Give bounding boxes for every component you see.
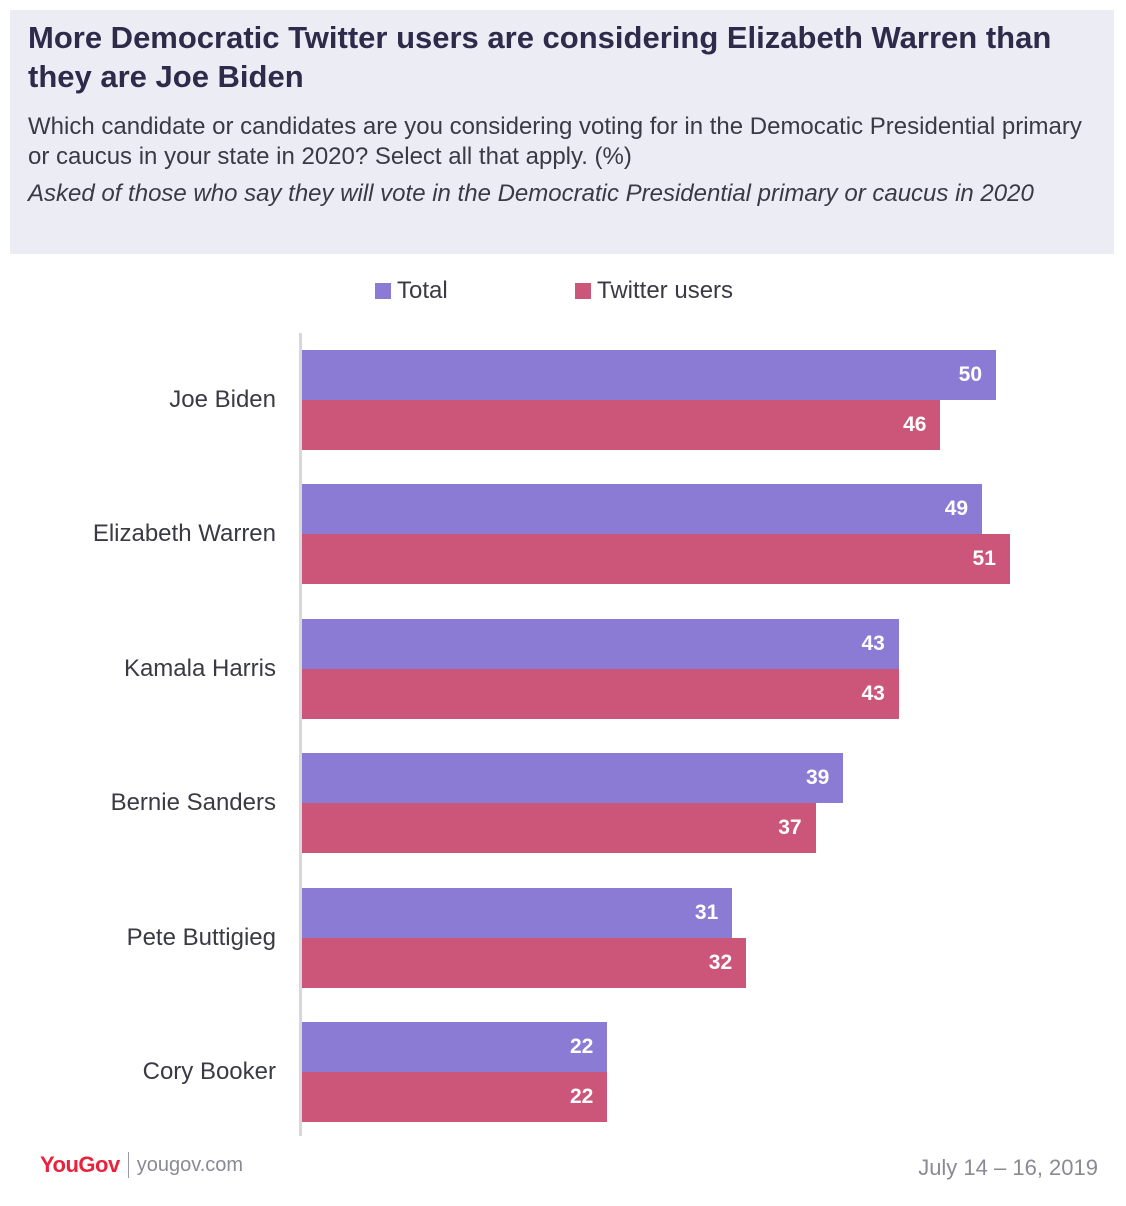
bar-total: 49: [302, 484, 983, 535]
data-label: 22: [570, 1035, 594, 1058]
data-label: 31: [694, 900, 719, 924]
data-label: 50: [958, 363, 982, 386]
survey-date: July 14 – 16, 2019: [918, 1155, 1098, 1180]
y-axis-line: [299, 333, 302, 1136]
data-label: 46: [903, 413, 927, 436]
category-label: Elizabeth Warren: [92, 520, 276, 548]
chart-title: More Democratic Twitter users are consid…: [28, 20, 1052, 94]
data-label: 32: [708, 950, 733, 974]
data-label: 43: [861, 631, 885, 655]
bar-twitter-users: 37: [302, 803, 816, 854]
data-label: 37: [778, 816, 802, 840]
brand-divider: [127, 1152, 129, 1178]
bar-total: 22: [302, 1022, 608, 1072]
chart-note: Asked of those who say they will vote in…: [28, 180, 1034, 207]
category-label: Bernie Sanders: [110, 789, 276, 817]
legend-label-total: Total: [397, 277, 448, 304]
bar-total: 50: [302, 350, 996, 400]
bar-total: 31: [302, 887, 733, 938]
header-panel: More Democratic Twitter users are consid…: [10, 10, 1114, 254]
category-label: Joe Biden: [169, 386, 276, 413]
category-label: Cory Booker: [142, 1058, 276, 1085]
data-label: 51: [972, 547, 996, 571]
yougov-logo: YouGov: [40, 1152, 120, 1177]
bar-total: 43: [302, 618, 899, 669]
bar-twitter-users: 43: [302, 668, 899, 719]
category-label: Pete Buttigieg: [126, 923, 276, 951]
data-label: 49: [944, 497, 969, 521]
legend-item-total: Total: [375, 276, 448, 306]
brand-url: yougov.com: [136, 1153, 244, 1176]
bar-twitter-users: 51: [302, 534, 1010, 585]
category-label: Kamala Harris: [123, 654, 276, 682]
legend-item-twitter: Twitter users: [575, 276, 733, 306]
bar-twitter-users: 46: [302, 400, 941, 450]
footer-branding: YouGov yougov.com: [40, 1152, 243, 1178]
data-label: 39: [805, 766, 830, 790]
bar-twitter-users: 32: [302, 937, 747, 988]
legend-swatch-twitter: [575, 283, 591, 299]
bar-total: 39: [302, 753, 844, 804]
legend-swatch-total: [375, 283, 391, 299]
chart-subtitle: Which candidate or candidates are you co…: [28, 113, 1082, 170]
bar-twitter-users: 22: [302, 1072, 608, 1122]
legend-label-twitter: Twitter users: [597, 277, 734, 304]
data-label: 43: [861, 681, 885, 705]
data-label: 22: [570, 1085, 594, 1108]
